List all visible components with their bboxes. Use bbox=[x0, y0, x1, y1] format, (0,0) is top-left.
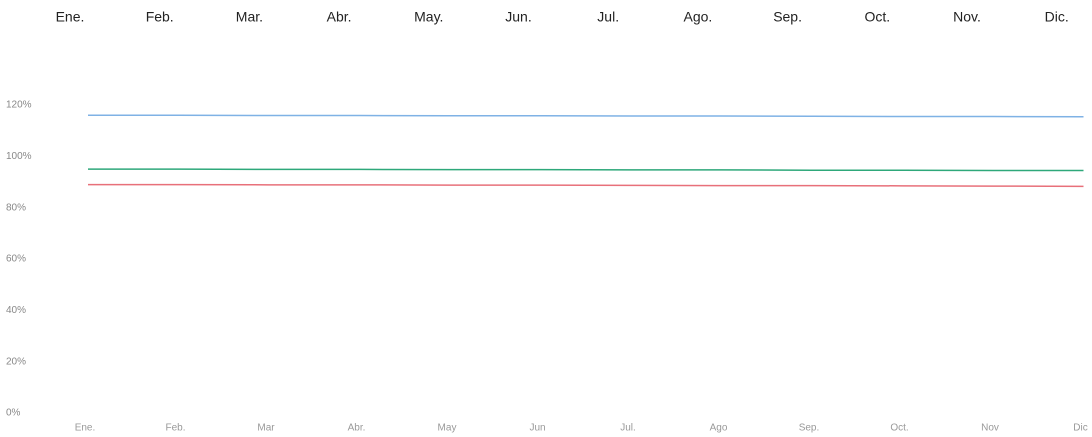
x-tick-label: Nov bbox=[981, 423, 999, 434]
month-header: Feb. bbox=[146, 9, 174, 25]
month-header: Jul. bbox=[597, 9, 619, 25]
month-header: Mar. bbox=[236, 9, 263, 25]
month-header: May. bbox=[414, 9, 443, 25]
y-tick-label: 120% bbox=[6, 100, 32, 111]
x-tick-label: Dic bbox=[1073, 423, 1087, 434]
line-series bbox=[88, 168, 1084, 172]
x-tick-label: Ago bbox=[710, 423, 728, 434]
y-tick-label: 100% bbox=[6, 151, 32, 162]
x-tick-label: Jun bbox=[529, 423, 545, 434]
y-tick-label: 80% bbox=[6, 202, 26, 213]
x-tick-label: Abr. bbox=[348, 423, 366, 434]
month-header: Oct. bbox=[864, 9, 890, 25]
month-header: Sep. bbox=[773, 9, 802, 25]
x-tick-label: Feb. bbox=[165, 423, 185, 434]
month-header: Dic. bbox=[1045, 9, 1069, 25]
x-tick-label: May bbox=[438, 423, 457, 434]
y-tick-label: 20% bbox=[6, 356, 26, 367]
line-series bbox=[88, 183, 1084, 188]
month-header: Jun. bbox=[505, 9, 531, 25]
x-tick-label: Oct. bbox=[890, 423, 908, 434]
x-tick-label: Sep. bbox=[799, 423, 820, 434]
x-tick-label: Ene. bbox=[75, 423, 96, 434]
y-tick-label: 60% bbox=[6, 254, 26, 265]
month-header: Ago. bbox=[683, 9, 712, 25]
x-tick-label: Jul. bbox=[620, 423, 636, 434]
y-tick-label: 0% bbox=[6, 408, 21, 419]
month-header: Abr. bbox=[327, 9, 352, 25]
x-tick-label: Mar bbox=[257, 423, 275, 434]
month-header: Ene. bbox=[56, 9, 85, 25]
line-series bbox=[88, 114, 1084, 118]
y-tick-label: 40% bbox=[6, 305, 26, 316]
month-header: Nov. bbox=[953, 9, 981, 25]
